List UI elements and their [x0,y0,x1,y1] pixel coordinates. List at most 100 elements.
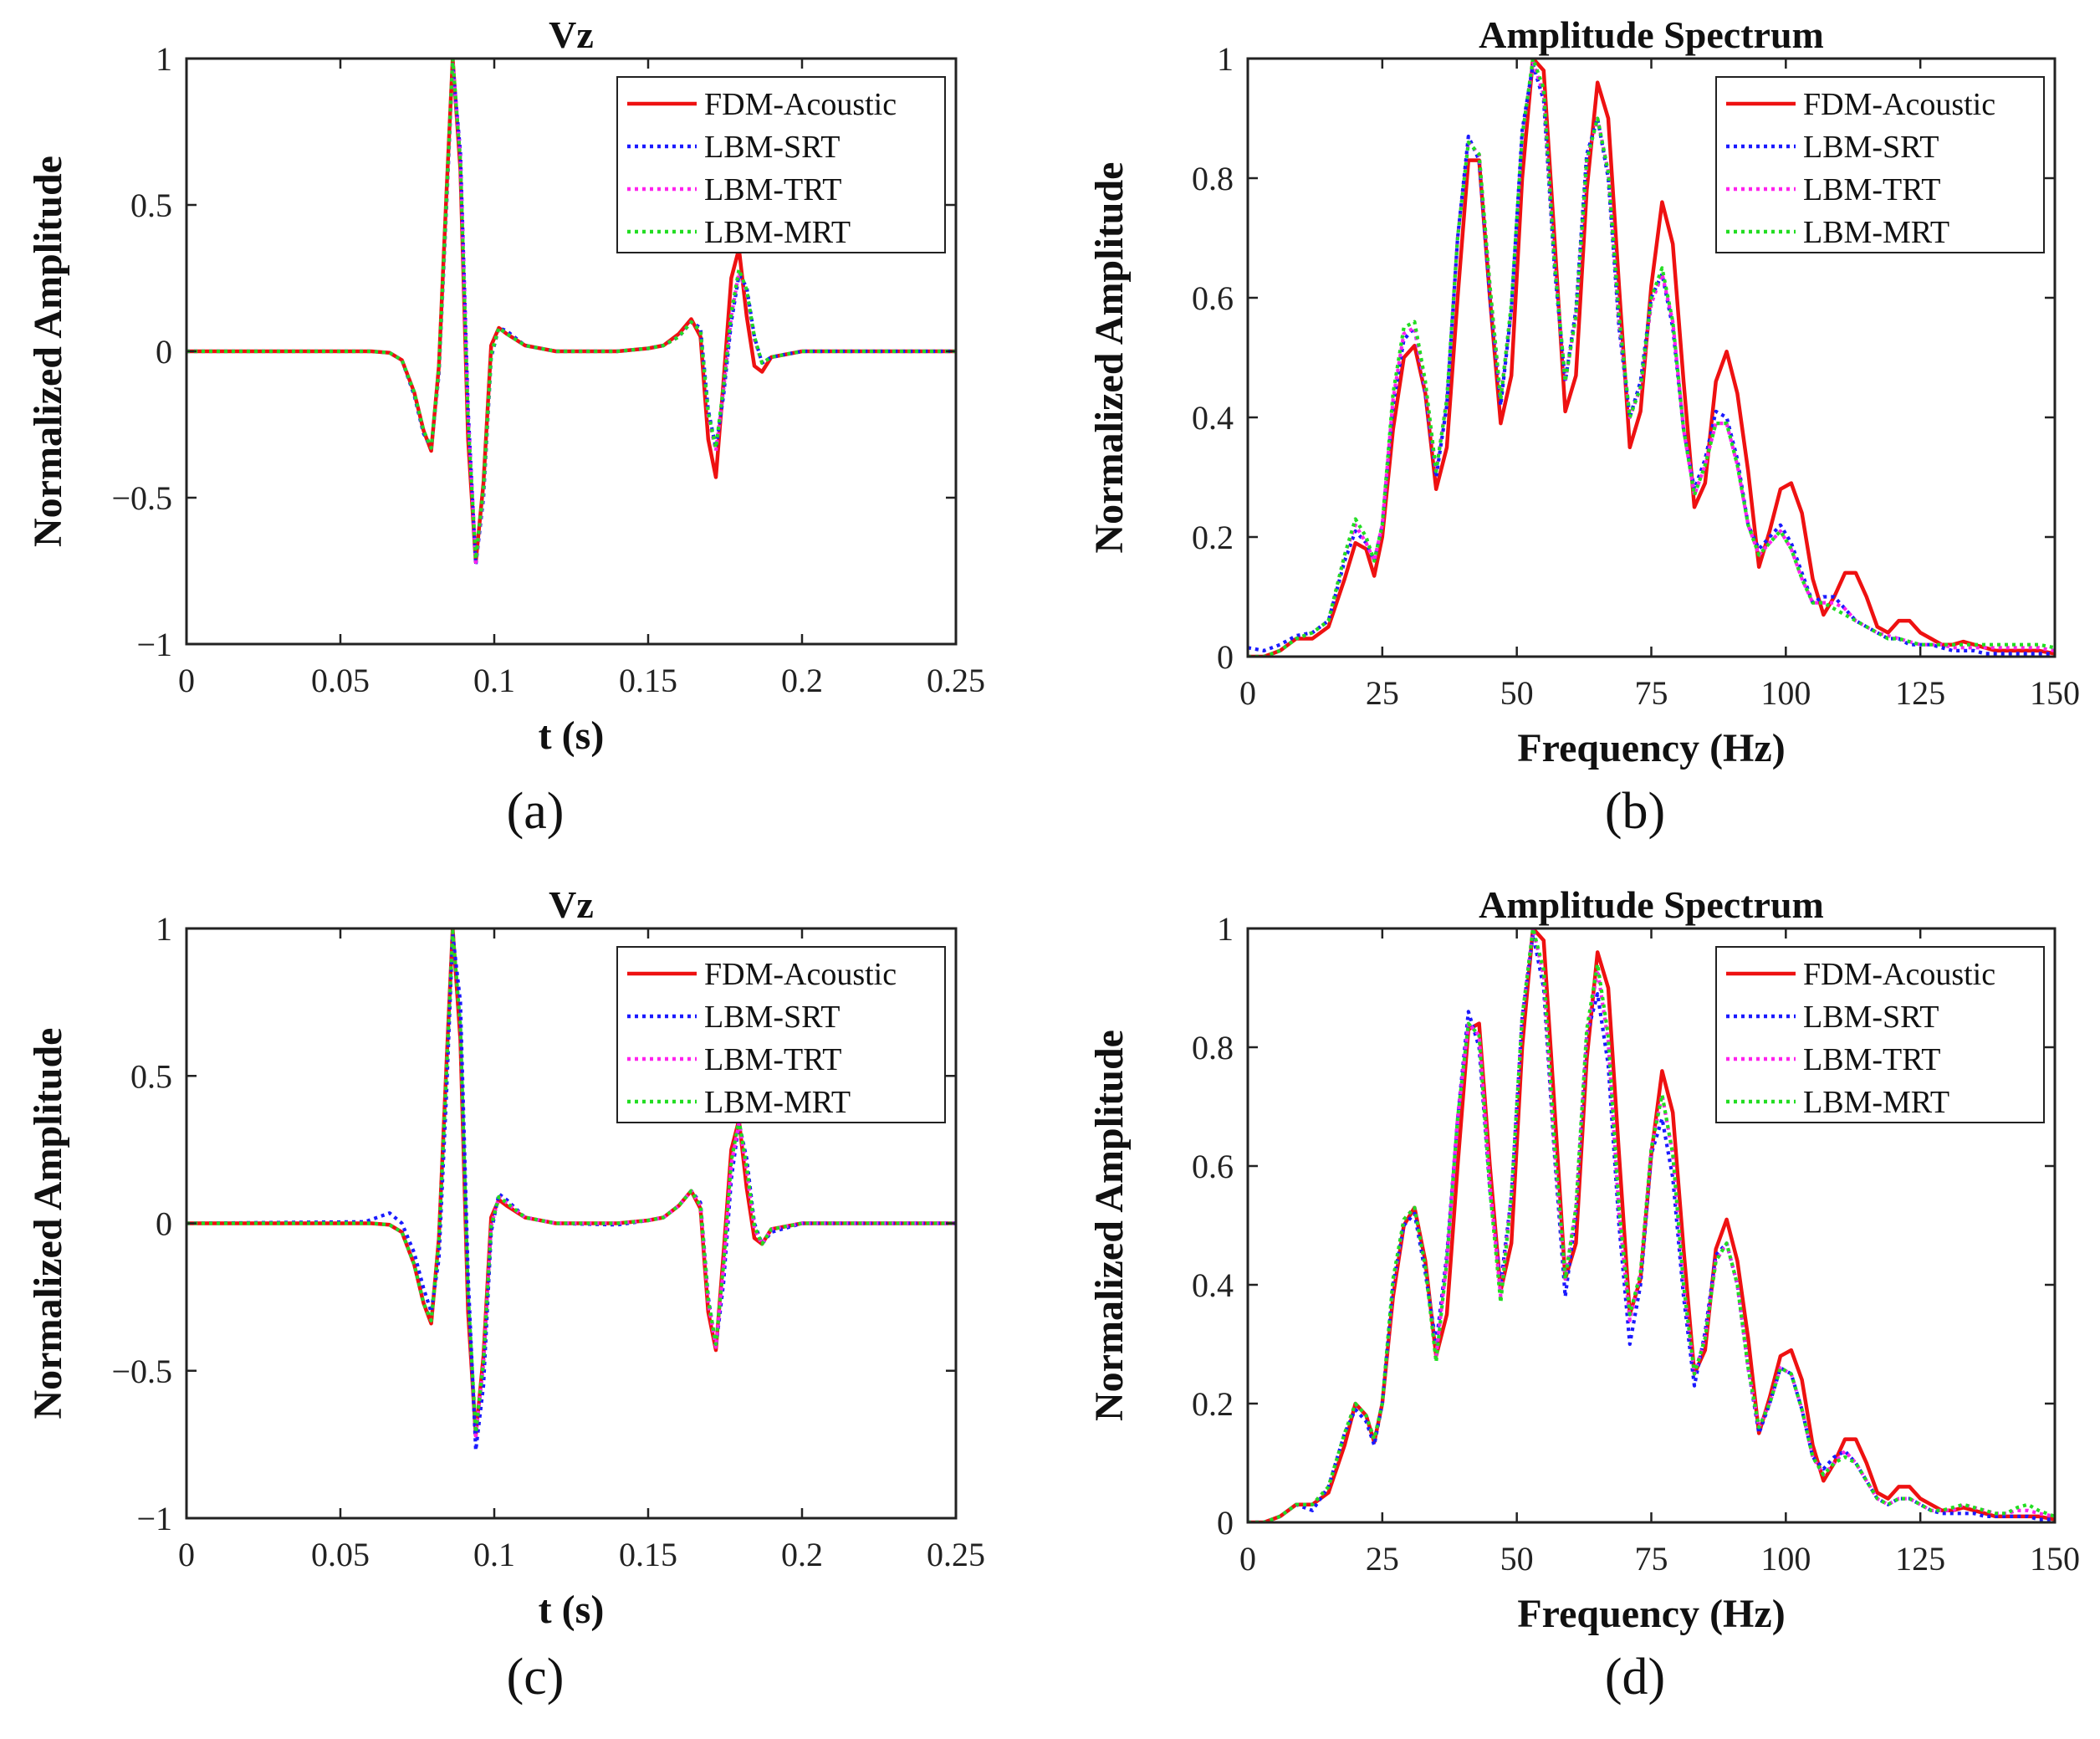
series-line-lbm-srt [186,932,956,1453]
series-group [186,928,956,1453]
x-tick-label: 125 [1895,674,1945,712]
y-tick-label: −1 [136,1500,172,1537]
x-tick-label: 0.1 [473,1536,515,1573]
panel-caption: (b) [1605,783,1665,840]
y-tick-label: 0.2 [1192,519,1234,556]
y-tick-label: 0 [156,333,172,371]
series-line-lbm-srt [1248,62,2055,656]
legend-box [616,946,946,1123]
x-tick-label: 0.15 [619,662,677,699]
chart-title: Vz [549,13,594,56]
series-line-lbm-srt [186,62,956,567]
legend-label: FDM-Acoustic [704,87,897,122]
x-axis-label: Frequency (Hz) [1517,1592,1785,1636]
y-tick-label: −0.5 [111,479,172,517]
y-tick-label: 0.4 [1192,1266,1234,1304]
series-line-fdm-acoustic [1248,59,2055,657]
chart-panel-0: 0 0.05 0.1 0.15 0.2 0.25 −1 −0.5 0 0.5 1 Vz t (s) Nor… [26,13,985,840]
legend-label: LBM-TRT [704,1042,842,1077]
y-tick-label: 0.8 [1192,160,1234,197]
legend: FDM-Acoustic LBM-SRT LBM-TRT LBM-MRT [1715,946,2045,1123]
y-tick-label: 1 [1217,40,1234,78]
legend-label: LBM-MRT [1803,1085,1949,1120]
y-tick-label: 1 [156,40,172,78]
chart-title: Vz [549,883,594,926]
y-tick-label: 0.8 [1192,1029,1234,1066]
x-tick-label: 0.25 [927,1536,985,1573]
legend: FDM-Acoustic LBM-SRT LBM-TRT LBM-MRT [616,76,946,253]
x-tick-label: 0.1 [473,662,515,699]
x-tick-label: 125 [1895,1540,1945,1578]
x-tick-label: 0.2 [781,1536,823,1573]
y-tick-label: 0.2 [1192,1385,1234,1423]
legend-label: FDM-Acoustic [704,957,897,992]
x-tick-label: 0 [178,1536,195,1573]
legend-box [1715,76,2045,253]
panel-caption: (a) [507,783,565,840]
series-line-lbm-trt [1248,59,2055,657]
y-tick-label: 1 [1217,910,1234,948]
x-axis-label: t (s) [539,1588,605,1632]
x-tick-label: 0 [1239,1540,1256,1578]
x-tick-label: 50 [1500,674,1534,712]
x-axis-label: Frequency (Hz) [1517,726,1785,770]
x-tick-label: 50 [1500,1540,1534,1578]
legend-label: LBM-MRT [704,215,851,250]
legend-label: LBM-TRT [1803,172,1941,207]
x-tick-label: 100 [1760,1540,1811,1578]
y-tick-label: 0 [1217,1504,1234,1542]
legend: FDM-Acoustic LBM-SRT LBM-TRT LBM-MRT [1715,76,2045,253]
x-tick-label: 0.05 [311,1536,370,1573]
y-tick-label: −0.5 [111,1353,172,1390]
chart-panel-2: 0 0.05 0.1 0.15 0.2 0.25 −1 −0.5 0 0.5 1 Vz t (s) Nor… [26,883,985,1706]
legend-label: FDM-Acoustic [1803,87,1995,122]
x-tick-label: 0.2 [781,662,823,699]
y-tick-label: 0 [1217,638,1234,676]
x-axis-label: t (s) [539,714,605,758]
series-line-lbm-mrt [186,59,956,561]
y-tick-label: −1 [136,626,172,663]
y-tick-label: 0.5 [130,187,172,224]
legend-label: LBM-MRT [1803,215,1949,250]
chart-panel-3: 0 25 50 75 100 125 150 0 0.2 0.4 0.6 0.8 1 Amplitude … [1087,883,2080,1706]
chart-panel-1: 0 25 50 75 100 125 150 0 0.2 0.4 0.6 0.8 1 Amplitude … [1087,13,2080,840]
legend-label: LBM-TRT [1803,1042,1941,1077]
y-tick-label: 0 [156,1205,172,1243]
x-tick-label: 0.15 [619,1536,677,1573]
chart-title: Amplitude Spectrum [1479,13,1824,56]
legend-label: LBM-SRT [1803,130,1939,165]
panel-caption: (c) [507,1649,565,1706]
y-axis-label: Normalized Amplitude [1087,162,1132,554]
series-group [1248,928,2055,1522]
legend-box [616,76,946,253]
x-tick-label: 75 [1635,674,1668,712]
y-axis-label: Normalized Amplitude [1087,1030,1132,1421]
series-line-lbm-mrt [1248,928,2055,1522]
panel-caption: (d) [1605,1649,1665,1706]
series-line-lbm-trt [186,929,956,1438]
x-tick-label: 0.05 [311,662,370,699]
series-group [1248,59,2055,657]
x-tick-label: 25 [1366,674,1399,712]
y-tick-label: 0.4 [1192,399,1234,437]
x-tick-label: 150 [2030,1540,2080,1578]
legend-label: LBM-TRT [704,172,842,207]
x-tick-label: 0 [178,662,195,699]
y-tick-label: 0.5 [130,1057,172,1095]
chart-title: Amplitude Spectrum [1479,883,1824,926]
series-line-lbm-mrt [186,929,956,1435]
legend-label: FDM-Acoustic [1803,957,1995,992]
x-tick-label: 100 [1760,674,1811,712]
legend-label: LBM-SRT [1803,1000,1939,1035]
x-tick-label: 75 [1635,1540,1668,1578]
legend-label: LBM-SRT [704,130,840,165]
legend-label: LBM-MRT [704,1085,851,1120]
x-tick-label: 25 [1366,1540,1399,1578]
y-tick-label: 0.6 [1192,1148,1234,1185]
x-tick-label: 150 [2030,674,2080,712]
series-line-lbm-mrt [1248,59,2055,657]
legend-box [1715,946,2045,1123]
legend: FDM-Acoustic LBM-SRT LBM-TRT LBM-MRT [616,946,946,1123]
y-axis-label: Normalized Amplitude [26,1028,70,1419]
